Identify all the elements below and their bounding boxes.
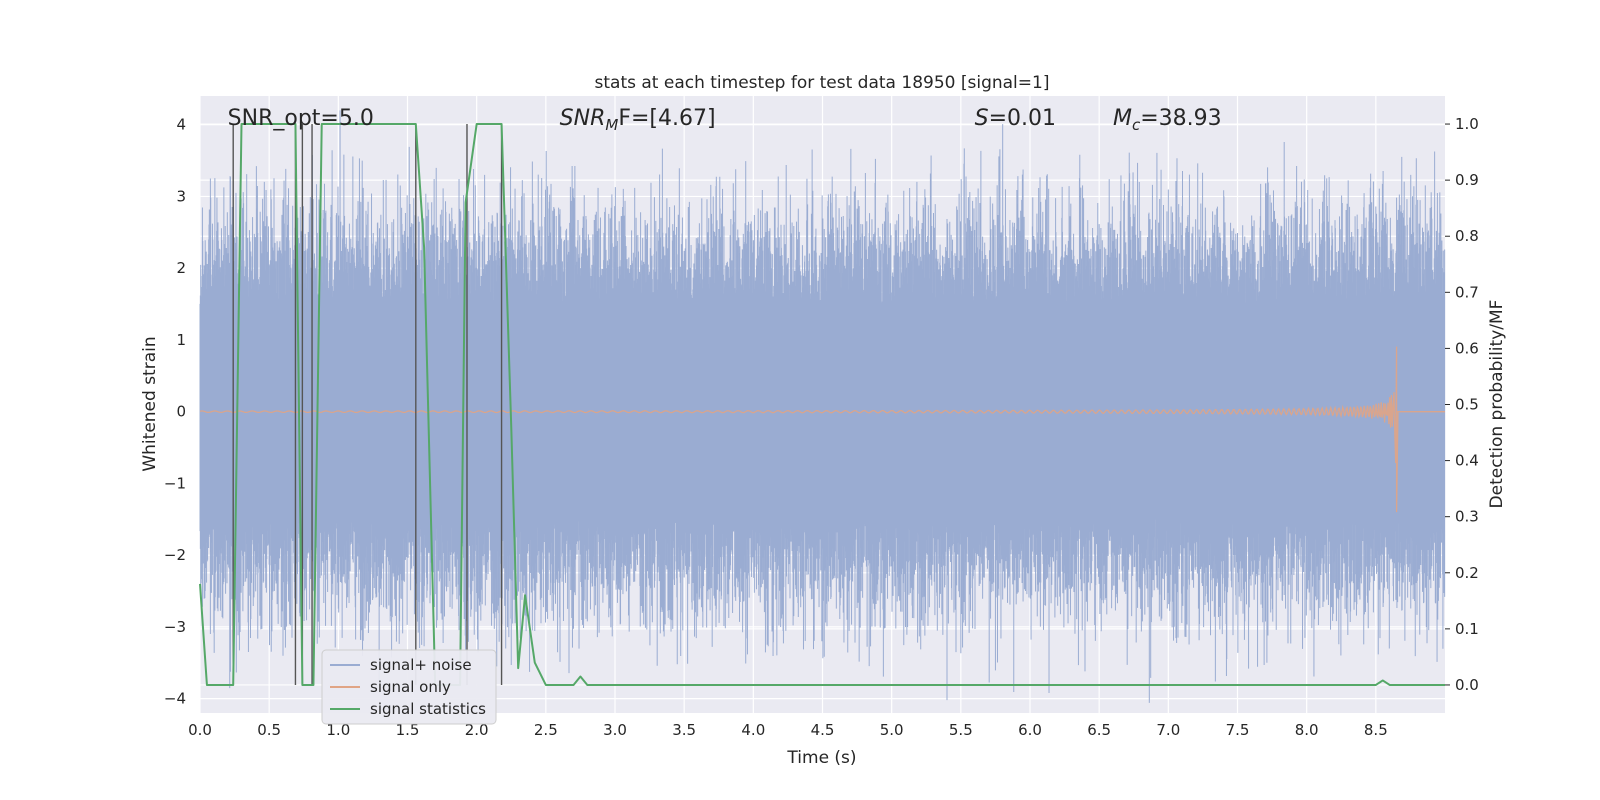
y-tick-label: 2 bbox=[176, 259, 186, 277]
legend-entry: signal+ noise bbox=[370, 656, 472, 674]
x-tick-label: 1.0 bbox=[326, 721, 350, 739]
y-right-tick-label: 0.8 bbox=[1455, 227, 1479, 245]
signal-only-series bbox=[199, 346, 1445, 513]
x-tick-label: 8.5 bbox=[1364, 721, 1388, 739]
y-right-tick-label: 0.0 bbox=[1455, 676, 1479, 694]
y-axis-label: Whitened strain bbox=[140, 336, 160, 471]
annotation-suffix: =38.93 bbox=[1140, 106, 1221, 131]
annotation-sub: M bbox=[605, 116, 618, 134]
y-right-tick-label: 1.0 bbox=[1455, 115, 1479, 133]
y-right-tick-label: 0.3 bbox=[1455, 508, 1479, 526]
y-tick-label: −4 bbox=[164, 690, 186, 708]
legend-entry: signal statistics bbox=[370, 700, 486, 718]
legend-entry: signal only bbox=[370, 678, 451, 696]
y-tick-label: −2 bbox=[164, 546, 186, 564]
x-tick-label: 3.5 bbox=[672, 721, 696, 739]
annotation-sub: c bbox=[1132, 116, 1141, 134]
x-tick-label: 1.5 bbox=[396, 721, 420, 739]
y-right-axis-ticks: 0.0 0.1 0.2 0.3 0.4 0.5 0.6 0.7 0.8 0.9 1.0 bbox=[1445, 115, 1479, 694]
chart-title: stats at each timestep for test data 189… bbox=[595, 73, 1050, 93]
x-tick-label: 3.0 bbox=[603, 721, 627, 739]
y-right-tick-label: 0.6 bbox=[1455, 339, 1479, 357]
annotation-suffix: =0.01 bbox=[989, 106, 1056, 131]
x-tick-label: 6.0 bbox=[1018, 721, 1042, 739]
legend: signal+ noise signal only signal statistic… bbox=[321, 649, 497, 725]
y-tick-label: 0 bbox=[176, 403, 186, 421]
x-tick-label: 0.0 bbox=[188, 721, 212, 739]
x-tick-label: 7.0 bbox=[1156, 721, 1180, 739]
y-right-tick-label: 0.1 bbox=[1455, 620, 1479, 638]
annotation-prefix: SNR_opt=5.0 bbox=[228, 106, 374, 131]
annotation: SNR_opt=5.0 bbox=[228, 106, 374, 131]
legend-box bbox=[321, 649, 497, 725]
x-tick-label: 4.0 bbox=[741, 721, 765, 739]
y-tick-label: 4 bbox=[176, 116, 186, 134]
x-tick-label: 8.0 bbox=[1295, 721, 1319, 739]
signal-statistics-series bbox=[199, 123, 1445, 686]
x-tick-label: 6.5 bbox=[1087, 721, 1111, 739]
annotation: SNRMF=[4.67] bbox=[560, 106, 716, 134]
y-axis-ticks: −4 −3 −2 −1 0 1 2 3 4 bbox=[164, 116, 186, 708]
annotation-suffix: F=[4.67] bbox=[618, 106, 715, 131]
annotation-prefix: S bbox=[975, 106, 989, 131]
y-tick-label: −1 bbox=[164, 474, 186, 492]
y-tick-label: 3 bbox=[176, 187, 186, 205]
annotation-prefix: SNR bbox=[560, 106, 606, 131]
y-tick-label: 1 bbox=[176, 331, 186, 349]
x-tick-label: 7.5 bbox=[1226, 721, 1250, 739]
y-right-axis-label: Detection probability/MF bbox=[1487, 300, 1507, 509]
annotations: SNR_opt=5.0 SNRMF=[4.67] S=0.01 Mc=38.93 bbox=[228, 106, 1222, 134]
x-axis-label: Time (s) bbox=[786, 748, 856, 768]
threshold-lines bbox=[232, 124, 503, 685]
annotation-prefix: M bbox=[1113, 106, 1132, 131]
x-tick-label: 4.5 bbox=[811, 721, 835, 739]
x-tick-label: 5.0 bbox=[880, 721, 904, 739]
annotation: S=0.01 bbox=[975, 106, 1056, 131]
x-tick-label: 2.0 bbox=[465, 721, 489, 739]
x-tick-label: 2.5 bbox=[534, 721, 558, 739]
x-tick-label: 5.5 bbox=[949, 721, 973, 739]
chirp-trace bbox=[199, 346, 1445, 513]
y-right-tick-label: 0.9 bbox=[1455, 171, 1479, 189]
x-axis-ticks: 0.0 0.5 1.0 1.5 2.0 2.5 3.0 3.5 4.0 4.5 5.0 5.5 6.0 6… bbox=[188, 721, 1388, 739]
x-tick-label: 0.5 bbox=[257, 721, 281, 739]
y-right-tick-label: 0.4 bbox=[1455, 452, 1479, 470]
y-right-tick-label: 0.2 bbox=[1455, 564, 1479, 582]
y-tick-label: −3 bbox=[164, 618, 186, 636]
annotation: Mc=38.93 bbox=[1113, 106, 1222, 134]
y-right-tick-label: 0.7 bbox=[1455, 283, 1479, 301]
statistics-line bbox=[199, 123, 1445, 686]
y-right-tick-label: 0.5 bbox=[1455, 396, 1479, 414]
noise-trace bbox=[199, 110, 1446, 703]
